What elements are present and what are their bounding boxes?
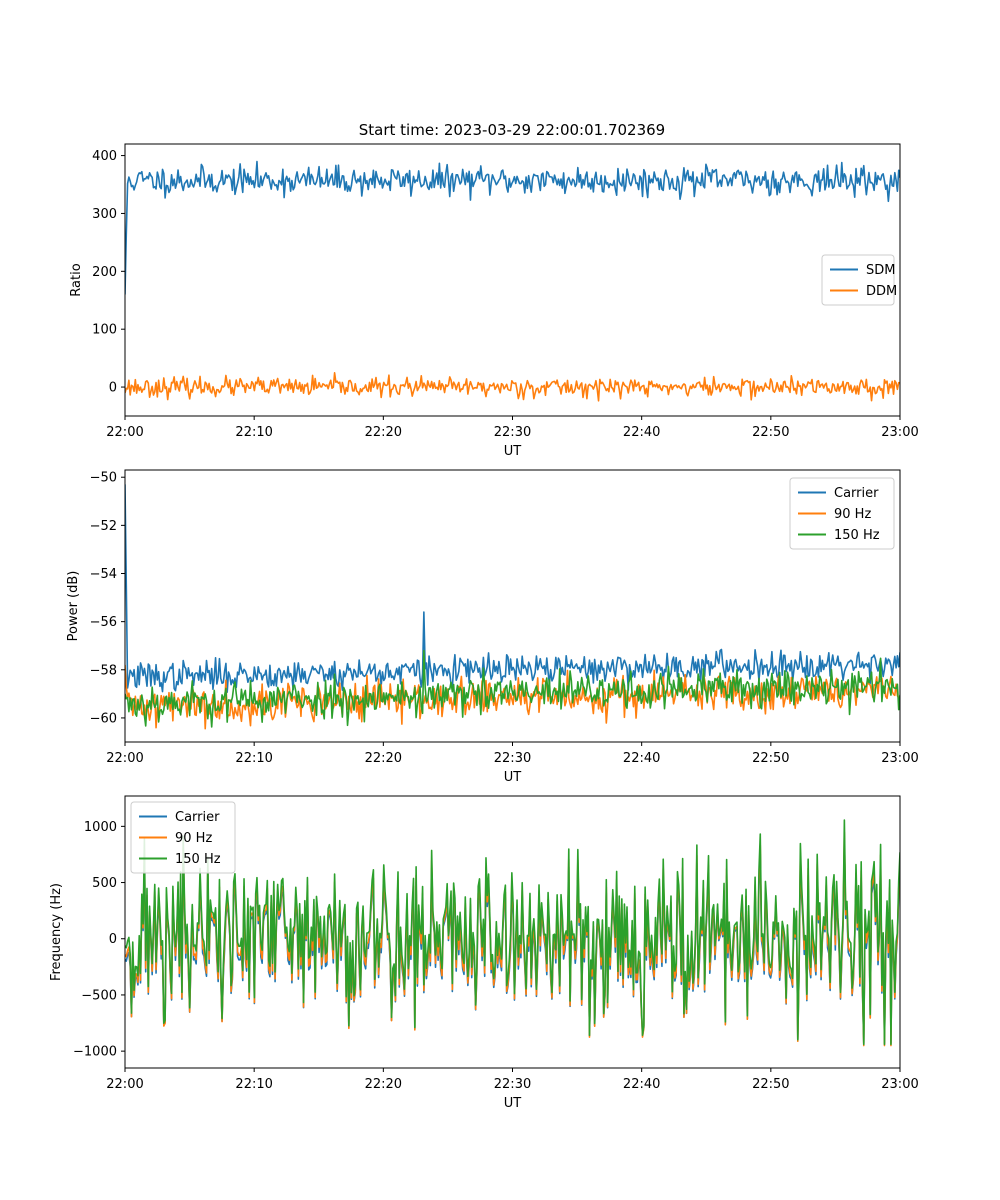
y-tick-label: −60	[90, 711, 117, 726]
y-tick-label: 200	[92, 265, 117, 280]
x-tick-label: 22:10	[235, 425, 272, 440]
series-group	[125, 160, 900, 402]
y-tick-label: −54	[90, 567, 117, 582]
y-tick-label: −56	[90, 615, 117, 630]
x-tick-label: 22:20	[365, 751, 402, 766]
y-tick-label: −1000	[73, 1045, 117, 1060]
legend-box	[130, 801, 236, 874]
y-tick-label: 400	[92, 149, 117, 164]
y-axis-label: Ratio	[69, 263, 84, 296]
x-axis-label: UT	[504, 444, 522, 459]
y-tick-label: −50	[90, 471, 117, 486]
x-tick-label: 22:40	[623, 425, 660, 440]
legend-label: SDM	[866, 263, 895, 278]
legend-box	[821, 254, 895, 306]
series-line-carrier	[125, 484, 900, 693]
x-tick-label: 22:20	[365, 1077, 402, 1092]
y-tick-label: 1000	[84, 820, 117, 835]
y-axis-label: Frequency (Hz)	[49, 883, 64, 981]
series-line-90-hz	[125, 664, 900, 730]
series-line-150-hz	[125, 649, 900, 728]
series-line-150-hz	[125, 819, 900, 1046]
x-tick-label: 22:40	[623, 751, 660, 766]
legend-label: 90 Hz	[834, 507, 871, 522]
legend-label: Carrier	[834, 486, 879, 501]
x-tick-label: 22:50	[752, 751, 789, 766]
x-tick-label: 22:20	[365, 425, 402, 440]
series-line-ddm	[125, 372, 900, 402]
x-tick-label: 22:00	[106, 751, 143, 766]
series-line-sdm	[125, 160, 900, 295]
y-tick-label: −52	[90, 519, 117, 534]
y-tick-label: 500	[92, 876, 117, 891]
x-axis-label: UT	[504, 1096, 522, 1111]
x-tick-label: 23:00	[881, 1077, 918, 1092]
panel-1: 22:00 22:10 22:20 22:30 22:40 22:50 23:00 0 100 2…	[69, 143, 919, 459]
legend-box	[789, 477, 895, 550]
legend-label: 150 Hz	[175, 852, 221, 867]
panel-2: 22:00 22:10 22:20 22:30 22:40 22:50 23:00 −60 −5…	[66, 469, 919, 785]
series-group	[125, 819, 900, 1047]
legend-label: 90 Hz	[175, 831, 212, 846]
x-tick-label: 22:10	[235, 751, 272, 766]
legend: Carrier 90 Hz 150 Hz	[789, 477, 895, 550]
panels: 22:00 22:10 22:20 22:30 22:40 22:50 23:00 0 100 2…	[49, 143, 919, 1111]
x-tick-label: 22:40	[623, 1077, 660, 1092]
x-axis-label: UT	[504, 770, 522, 785]
legend-label: 150 Hz	[834, 528, 880, 543]
y-tick-label: 0	[109, 381, 117, 396]
legend-label: Carrier	[175, 810, 220, 825]
y-tick-label: −58	[90, 663, 117, 678]
legend: Carrier 90 Hz 150 Hz	[130, 801, 236, 874]
x-tick-label: 22:10	[235, 1077, 272, 1092]
x-tick-label: 22:30	[494, 1077, 531, 1092]
y-tick-label: 100	[92, 323, 117, 338]
x-tick-label: 22:00	[106, 425, 143, 440]
x-tick-label: 23:00	[881, 751, 918, 766]
y-tick-label: 0	[109, 932, 117, 947]
legend: SDM DDM	[821, 254, 897, 306]
x-tick-label: 22:30	[494, 425, 531, 440]
series-group	[125, 484, 900, 730]
y-tick-label: −500	[81, 988, 117, 1003]
x-tick-label: 22:50	[752, 425, 789, 440]
panel-3: 22:00 22:10 22:20 22:30 22:40 22:50 23:00 −1000…	[49, 795, 919, 1111]
y-axis-label: Power (dB)	[66, 571, 81, 642]
legend-label: DDM	[866, 284, 897, 299]
chart-title: Start time: 2023-03-29 22:00:01.702369	[359, 121, 665, 139]
x-tick-label: 23:00	[881, 425, 918, 440]
x-tick-label: 22:00	[106, 1077, 143, 1092]
x-tick-label: 22:50	[752, 1077, 789, 1092]
x-tick-label: 22:30	[494, 751, 531, 766]
y-tick-label: 300	[92, 207, 117, 222]
